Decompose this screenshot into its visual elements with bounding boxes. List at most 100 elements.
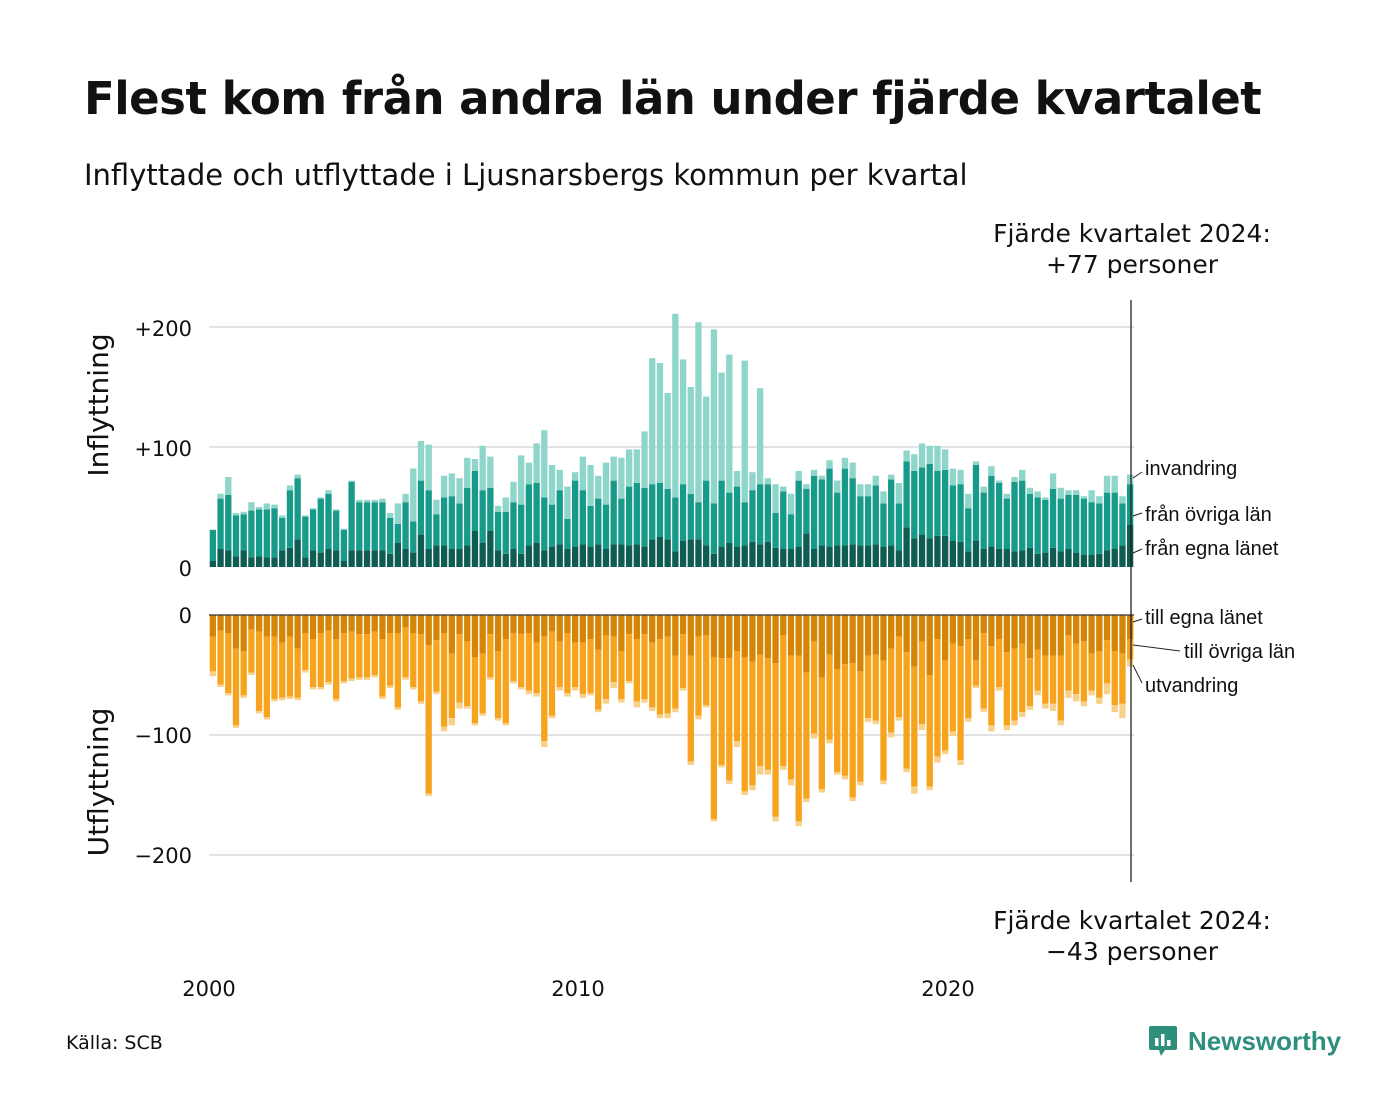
bar-out-2 [1034,690,1041,696]
bar-in-1 [487,487,494,531]
bar-in-1 [610,480,617,545]
bar-out-0 [217,615,224,631]
bar-in-1 [602,504,610,549]
chart-area: Inflyttning Utflyttning 0 +100 +200 0 −1… [82,219,1295,1001]
bar-in-0 [440,545,448,567]
bar-out-2 [864,718,872,722]
bar-in-1 [972,465,980,541]
bar-out-1 [934,639,941,757]
bar-out-1 [857,671,864,782]
bar-in-1 [1049,489,1057,548]
bar-in-0 [618,544,625,567]
bar-in-0 [309,550,317,567]
bar-out-2 [710,819,718,822]
bar-in-0 [448,549,455,567]
bar-out-0 [571,615,579,643]
bar-in-1 [618,498,625,545]
bar-out-1 [864,655,872,719]
newsworthy-logo-icon [1149,1026,1177,1056]
bar-out-0 [448,615,455,654]
bar-out-2 [279,697,286,701]
bar-out-0 [525,615,533,633]
bar-in-0 [548,546,556,567]
bar-out-2 [225,693,232,696]
bar-in-2 [772,484,779,513]
bar-out-0 [263,615,270,637]
bar-in-0 [1119,545,1126,567]
bar-out-1 [386,633,394,686]
bar-in-0 [363,550,371,567]
leader-line [1132,471,1143,479]
bar-in-2 [625,449,633,487]
bar-in-2 [309,508,317,510]
in-tick-label: +200 [134,317,192,341]
label-invandring: invandring [1145,458,1237,480]
bar-out-1 [286,636,294,697]
bar-out-0 [741,615,748,657]
bar-in-2 [487,456,494,488]
annotation-top-line2: +77 personer [1046,250,1219,279]
bar-out-2 [1119,703,1126,719]
bar-in-0 [294,539,301,567]
bar-out-1 [548,631,556,716]
bar-out-0 [371,615,378,632]
x-tick-label: 2010 [551,977,604,1001]
bar-in-2 [410,468,417,522]
bar-in-0 [679,540,687,567]
bar-out-1 [533,642,540,693]
bar-in-0 [556,544,563,567]
bar-out-2 [995,687,1003,691]
bar-out-2 [872,720,879,725]
bar-out-0 [1011,615,1018,649]
label-till-egna-lanet: till egna länet [1145,607,1263,629]
bar-out-1 [679,634,687,689]
bar-out-2 [1011,720,1018,726]
bar-out-0 [410,615,417,633]
bar-out-1 [841,664,849,776]
bar-in-1 [841,468,849,546]
bar-in-1 [957,484,964,542]
bar-in-0 [410,552,417,567]
bar-in-2 [1103,475,1111,493]
bar-out-1 [317,633,324,687]
bar-in-0 [1057,551,1064,567]
bar-in-1 [433,514,440,546]
bar-in-0 [340,561,348,567]
bar-in-0 [810,549,818,567]
bar-out-1 [911,666,918,787]
bar-in-2 [394,503,402,524]
bar-out-2 [494,718,502,721]
bar-in-2 [710,329,718,504]
bar-in-2 [926,445,933,464]
bar-out-0 [379,615,386,639]
bar-out-0 [872,615,879,655]
bar-out-0 [918,615,926,642]
bar-in-1 [425,490,432,549]
bar-in-2 [579,456,587,491]
bar-in-0 [633,544,640,567]
bar-out-1 [271,636,278,699]
bar-in-2 [440,475,448,498]
bar-out-0 [957,615,964,647]
bar-out-2 [363,677,371,680]
bar-out-0 [471,615,479,657]
bar-in-1 [772,513,779,548]
bar-out-2 [440,726,448,732]
bar-in-1 [325,493,332,549]
bar-out-1 [972,660,980,686]
bar-in-1 [217,498,224,549]
bar-out-2 [687,761,694,765]
brand-logo: Newsworthy [1148,1024,1341,1058]
bar-in-1 [279,517,286,551]
leader-line [1132,548,1143,554]
bar-in-2 [363,499,371,503]
bar-out-0 [756,615,764,655]
bar-out-2 [255,711,263,714]
bar-in-1 [448,496,455,549]
bar-out-2 [957,760,964,765]
bar-in-1 [1111,492,1118,549]
bar-in-2 [756,388,764,485]
bar-in-1 [903,461,910,528]
bar-out-2 [934,756,941,763]
bar-out-1 [810,641,818,734]
